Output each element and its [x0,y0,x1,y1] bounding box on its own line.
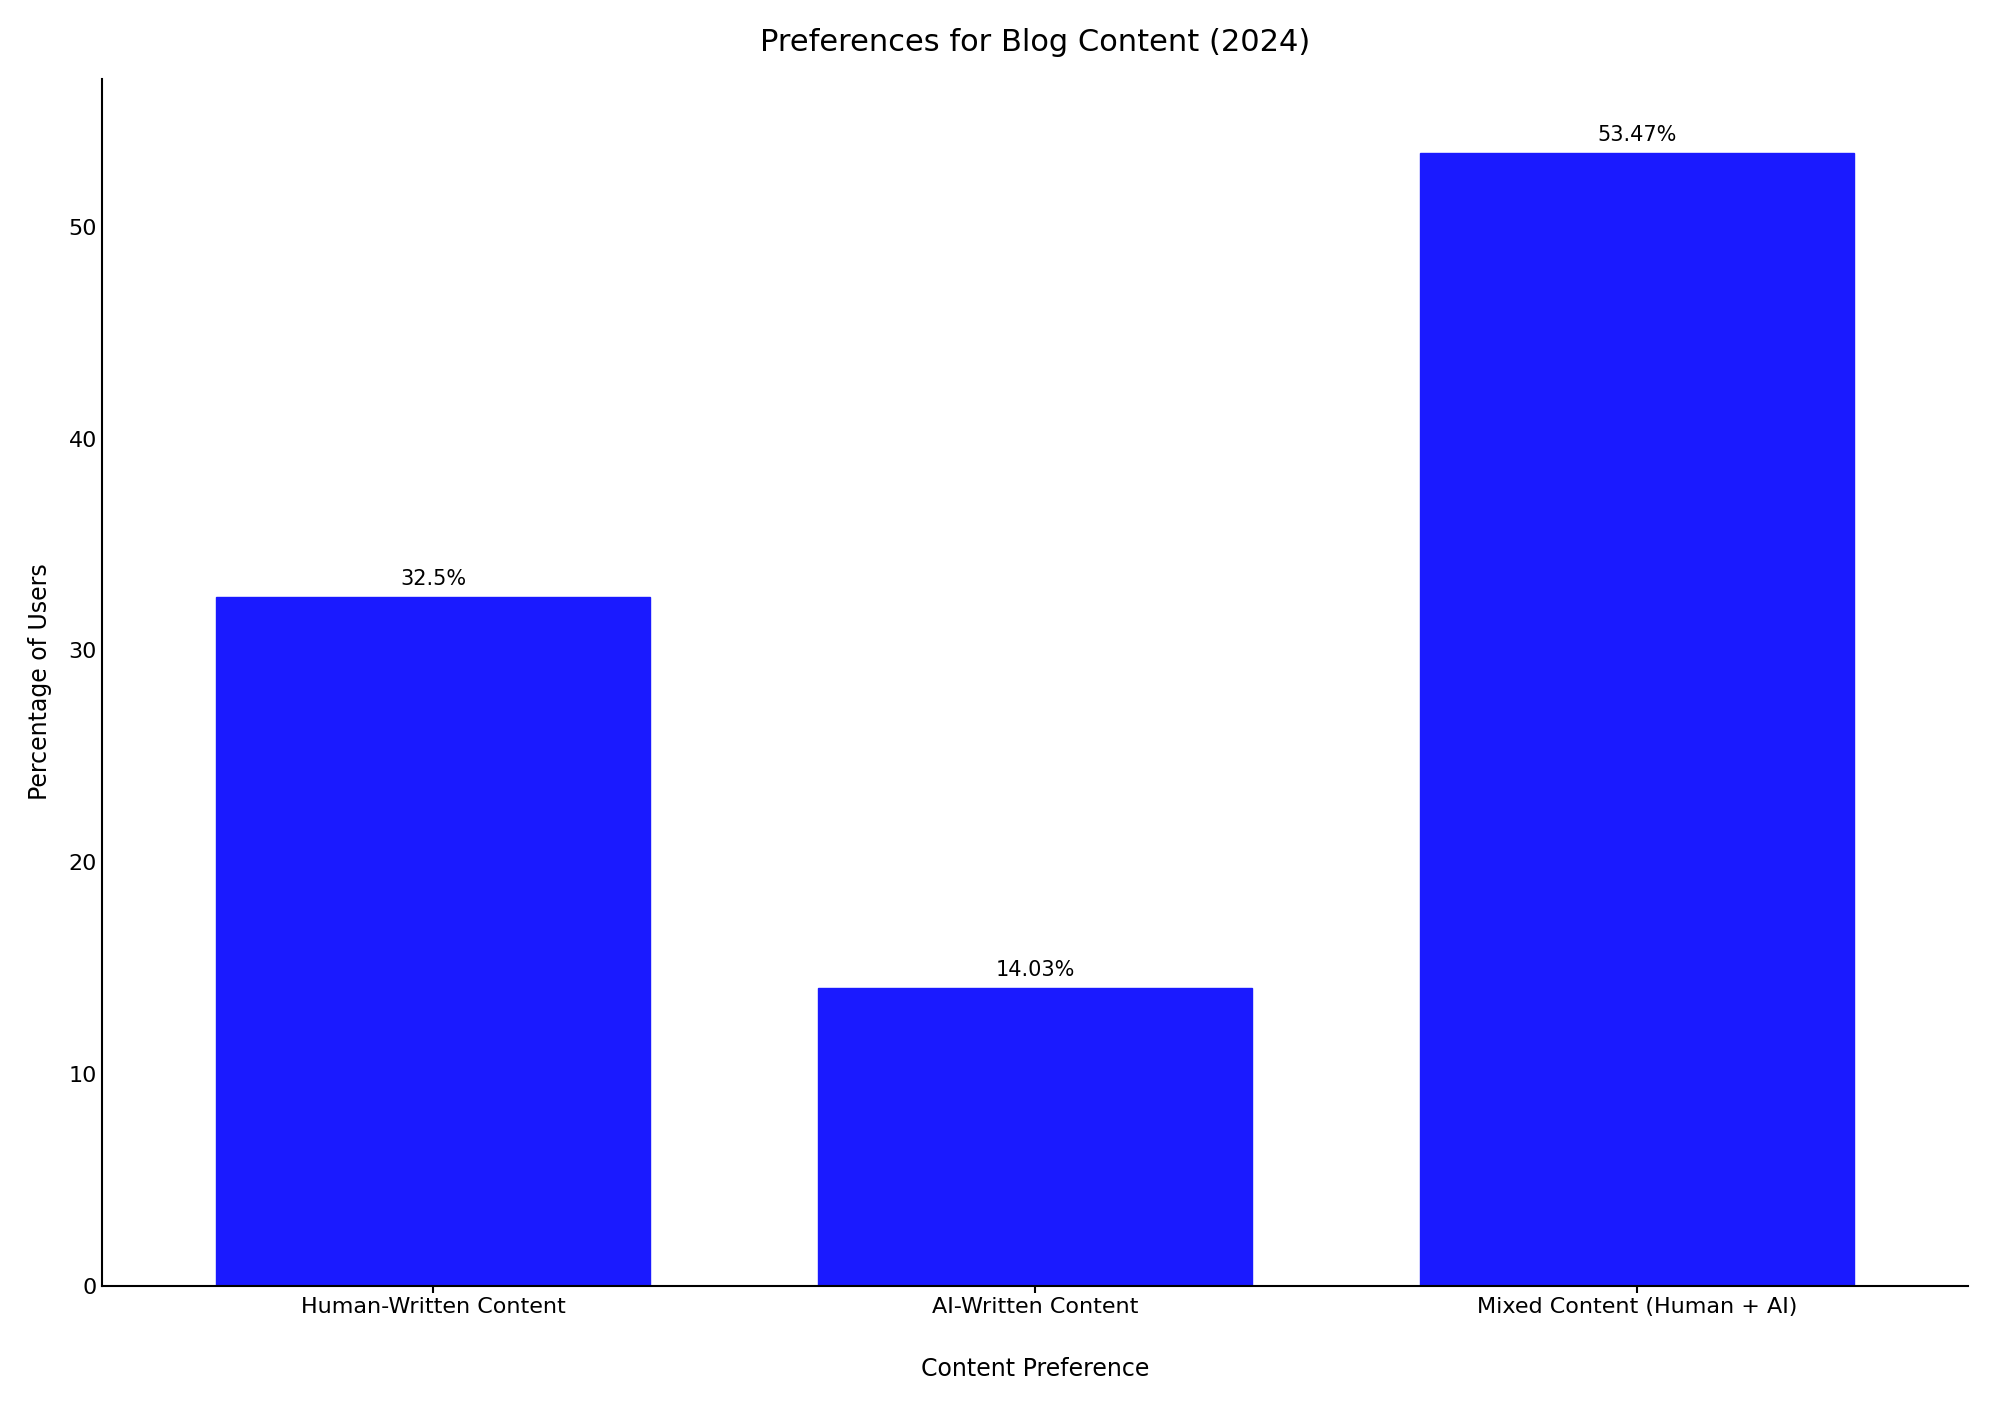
X-axis label: Content Preference: Content Preference [920,1357,1150,1381]
Bar [818,989,1251,1285]
Text: 32.5%: 32.5% [399,569,465,589]
Text: 53.47%: 53.47% [1597,125,1677,145]
Title: Preferences for Blog Content (2024): Preferences for Blog Content (2024) [760,28,1309,56]
Bar [216,597,649,1285]
Bar [1421,154,1854,1285]
Y-axis label: Percentage of Users: Percentage of Users [28,564,52,800]
Text: 14.03%: 14.03% [996,960,1074,981]
